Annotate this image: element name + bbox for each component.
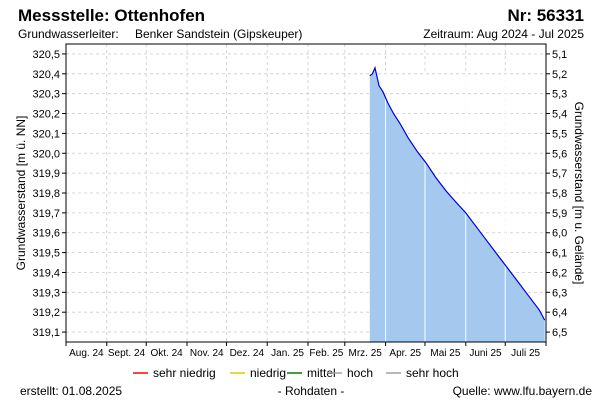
y-tick-label-left: 320,2 (32, 109, 60, 121)
x-tick-label: Juni 25 (469, 348, 502, 359)
y-tick-label-right: 5,4 (552, 109, 567, 121)
y-tick-label-left: 319,5 (32, 248, 60, 260)
station-number: Nr: 56331 (507, 6, 584, 25)
legend-label: hoch (347, 366, 373, 380)
y-axis-right: 5,1 5,2 5,3 5,4 5,5 5,6 5,7 5,8 5,9 6,0 6,1 6,2 6,3 6… (546, 49, 567, 339)
x-tick-label: Sept. 24 (108, 348, 146, 359)
station-title: Messstelle: Ottenhofen (18, 6, 205, 25)
created-date: erstellt: 01.08.2025 (20, 384, 122, 398)
y-tick-label-left: 319,2 (32, 307, 60, 319)
x-tick-label: Okt. 24 (150, 348, 183, 359)
x-tick-label: Apr. 25 (389, 348, 421, 359)
legend: sehr niedrig niedrig mittel hoch sehr hoch (133, 366, 459, 380)
y-tick-label-left: 319,9 (32, 168, 60, 180)
y-tick-label-right: 6,2 (552, 267, 567, 279)
y-tick-label-left: 319,7 (32, 208, 60, 220)
aquifer-label: Grundwasserleiter: (18, 27, 119, 41)
y-tick-label-left: 320,5 (32, 49, 60, 61)
y-tick-label-right: 5,2 (552, 69, 567, 81)
x-tick-label: Feb. 25 (309, 348, 343, 359)
area-fill (369, 67, 545, 343)
y-tick-label-right: 5,7 (552, 168, 567, 180)
aquifer-value: Benker Sandstein (Gipskeuper) (135, 27, 302, 41)
x-tick-label: Juli 25 (511, 348, 540, 359)
y-tick-label-left: 319,4 (32, 267, 60, 279)
legend-label: niedrig (250, 366, 286, 380)
y-tick-label-left: 320,1 (32, 128, 60, 140)
x-axis: Aug. 24 Sept. 24 Okt. 24 Nov. 24 Dez. 24 Jan.… (65, 342, 547, 359)
y-tick-label-right: 5,6 (552, 148, 567, 160)
y-tick-label-right: 5,1 (552, 49, 567, 61)
y-tick-label-right: 6,3 (552, 287, 567, 299)
x-tick-label: Dez. 24 (230, 348, 265, 359)
x-tick-label: Mrz. 25 (349, 348, 383, 359)
y-tick-label-right: 5,3 (552, 89, 567, 101)
legend-label: sehr hoch (406, 366, 459, 380)
source-link[interactable]: Quelle: www.lfu.bayern.de (453, 384, 593, 398)
y-tick-label-right: 6,5 (552, 327, 567, 339)
y-tick-label-right: 6,4 (552, 307, 567, 319)
y-tick-label-left: 319,3 (32, 287, 60, 299)
x-tick-label: Aug. 24 (69, 348, 104, 359)
period-label: Zeitraum: Aug 2024 - Jul 2025 (423, 27, 584, 41)
legend-label: sehr niedrig (153, 366, 216, 380)
month-markers (385, 74, 506, 342)
y-tick-label-left: 320,0 (32, 148, 60, 160)
y-tick-label-right: 5,9 (552, 208, 567, 220)
y-tick-label-right: 6,0 (552, 228, 567, 240)
x-tick-label: Mai 25 (430, 348, 460, 359)
rawdata-label: - Rohdaten - (278, 384, 345, 398)
legend-label: mittel (307, 366, 336, 380)
y-tick-label-right: 5,8 (552, 188, 567, 200)
x-tick-label: Jan. 25 (271, 348, 304, 359)
y-tick-label-left: 320,3 (32, 89, 60, 101)
grid (66, 44, 546, 342)
x-tick-label: Nov. 24 (190, 348, 224, 359)
y-axis-right-label: Grundwasserstand [m u. Gelände] (572, 102, 586, 285)
y-tick-label-left: 319,6 (32, 228, 60, 240)
series-line (369, 65, 546, 321)
y-tick-label-left: 319,1 (32, 327, 60, 339)
y-tick-label-left: 319,8 (32, 188, 60, 200)
y-tick-label-right: 6,1 (552, 248, 567, 260)
y-tick-label-right: 5,5 (552, 128, 567, 140)
y-axis-left: 320,5 320,4 320,3 320,2 320,1 320,0 319,9 319,8… (32, 49, 66, 339)
y-axis-left-label: Grundwasserstand [m ü. NN] (14, 116, 28, 271)
y-tick-label-left: 320,4 (32, 69, 60, 81)
